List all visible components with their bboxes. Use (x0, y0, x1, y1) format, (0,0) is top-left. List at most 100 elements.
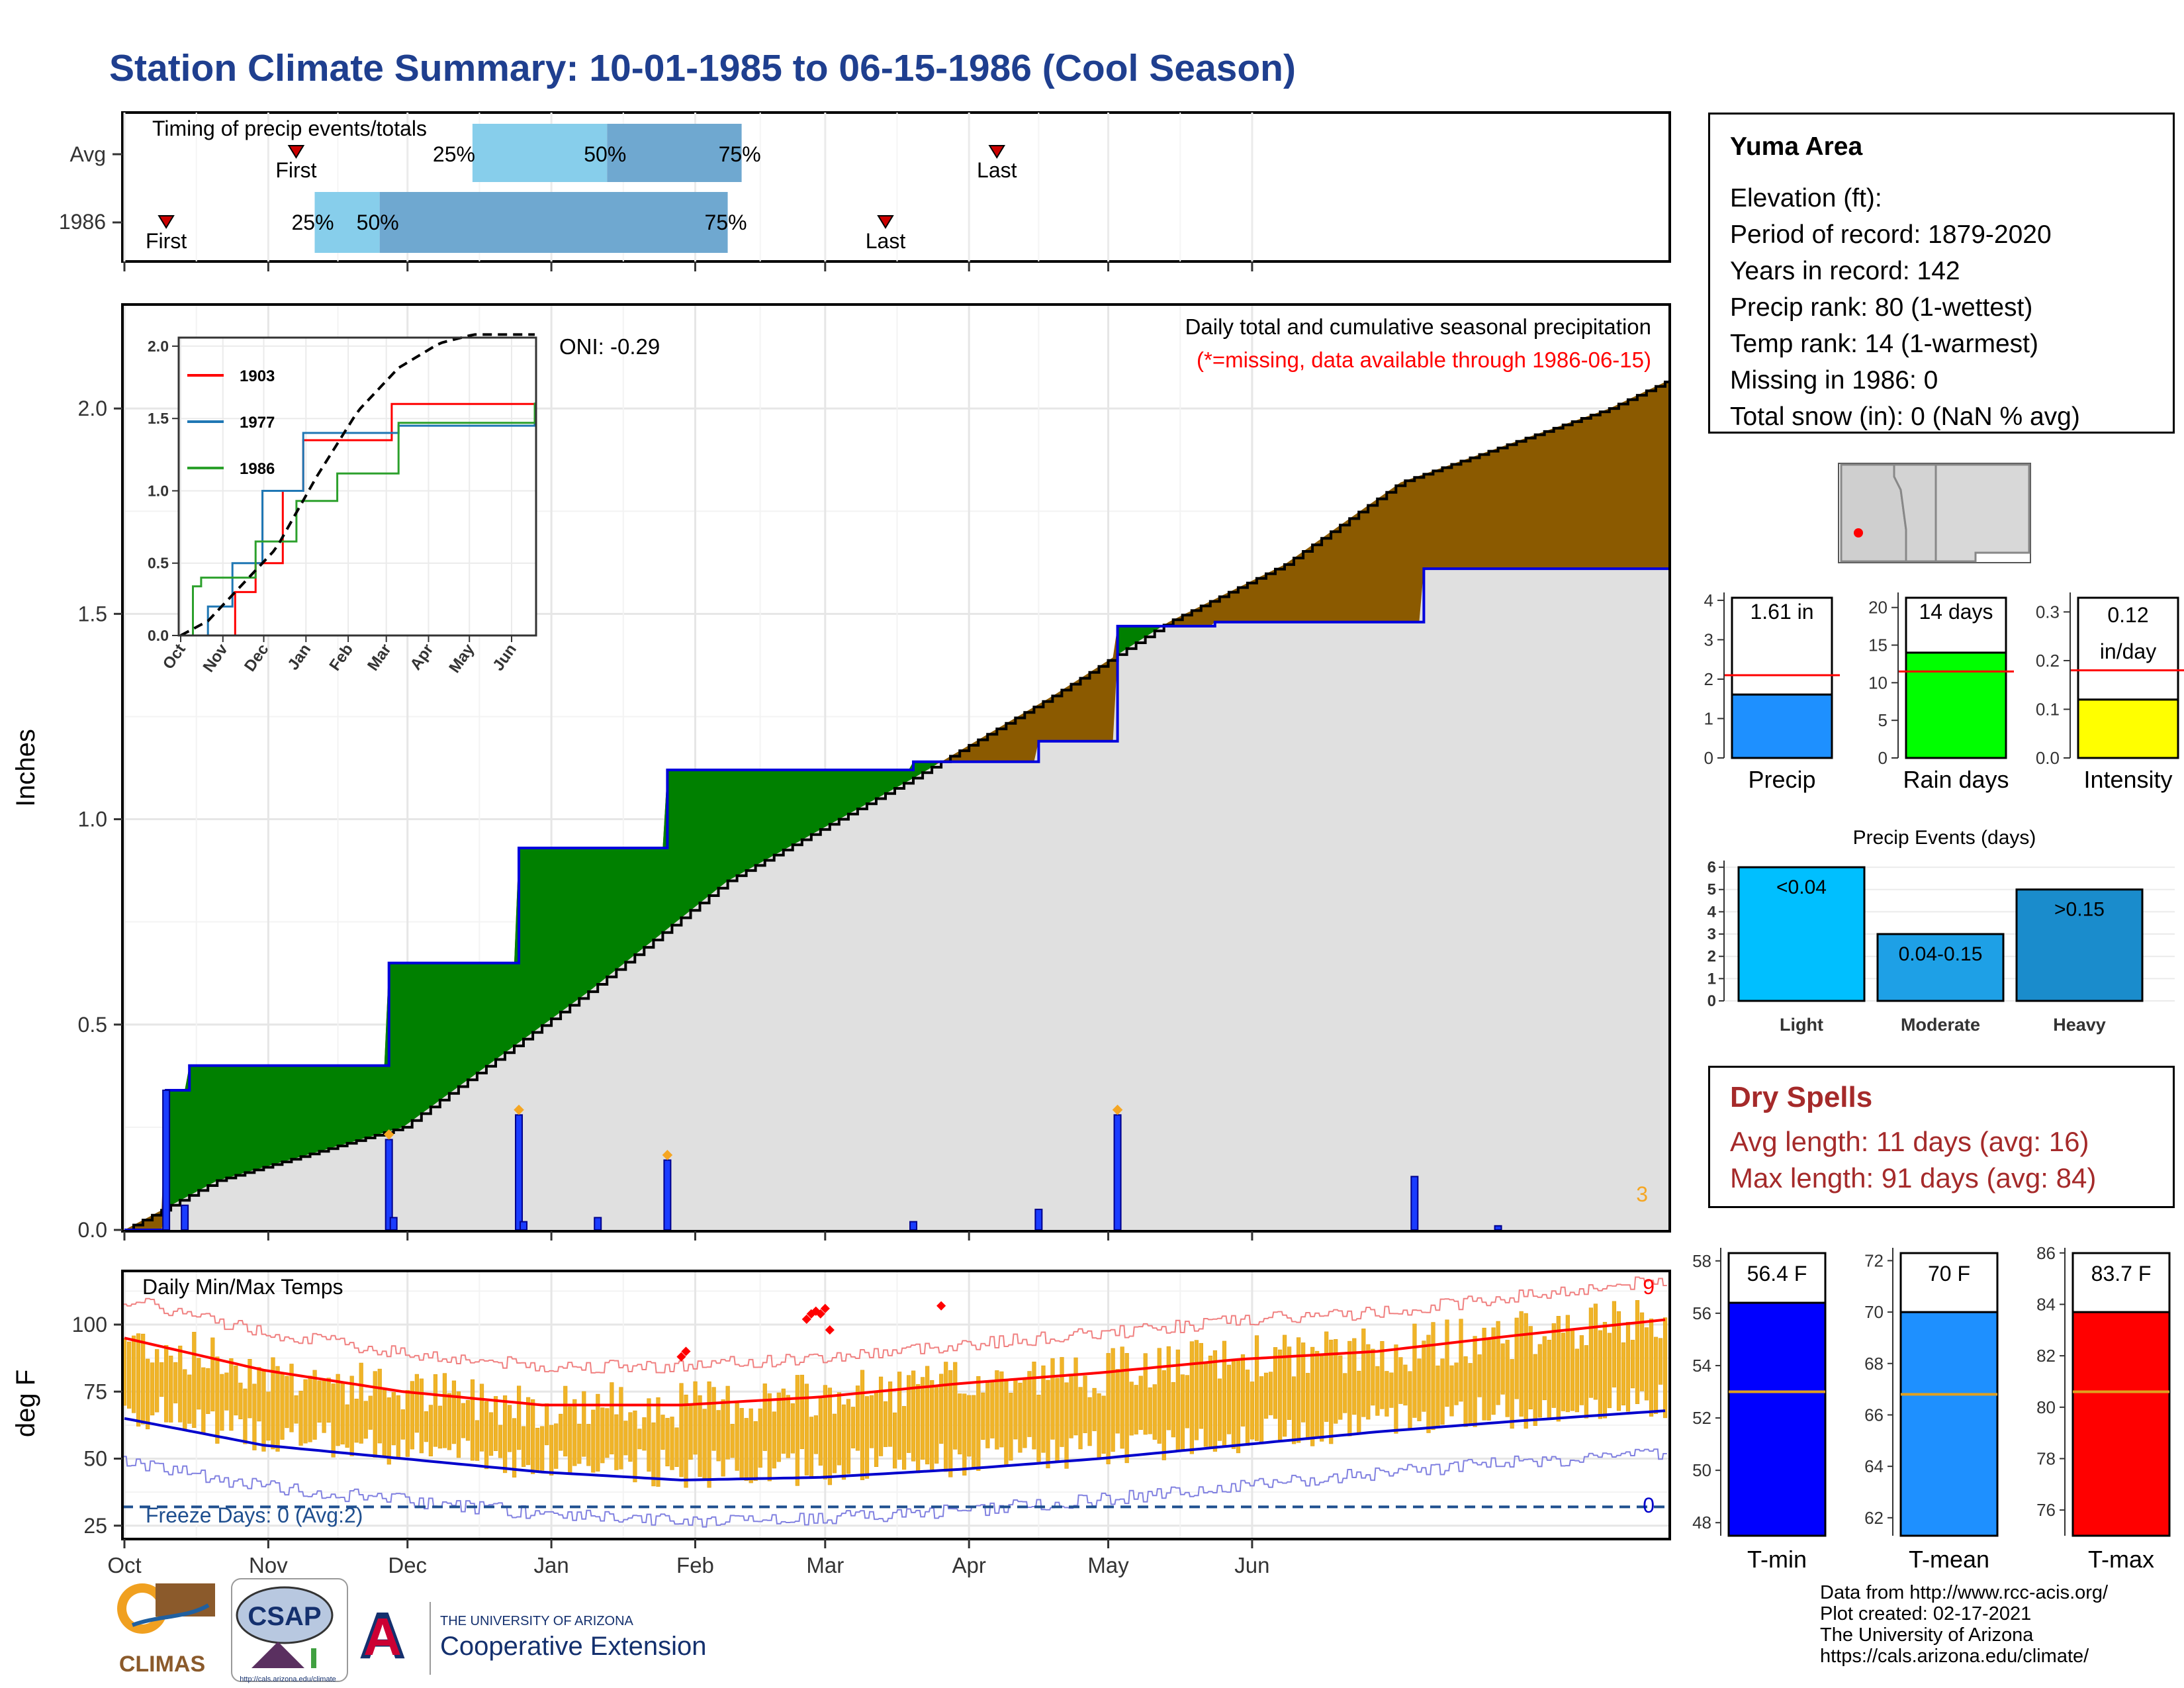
daily-temp-bar (1510, 1359, 1514, 1429)
oni-value: ONI: -0.29 (559, 334, 660, 359)
small-y-tick-label: 0.0 (2036, 748, 2060, 768)
small-y-tick-label: 0.1 (2036, 699, 2060, 719)
daily-temp-bar (804, 1383, 809, 1476)
temp-summary-label: T-max (2088, 1546, 2154, 1573)
timing-panel: Timing of precip events/totals Avg 1986 … (59, 111, 1671, 271)
temp-y-tick-label: 50 (83, 1447, 107, 1471)
daily-temp-bar (1644, 1327, 1649, 1401)
daily-temp-bar (623, 1421, 628, 1456)
daily-temp-bar (275, 1366, 280, 1452)
daily-temp-bar (1092, 1387, 1097, 1431)
daily-temp-bar (1143, 1353, 1148, 1435)
temp-summary-bar (1899, 1311, 1999, 1537)
daily-temp-bar (224, 1372, 229, 1411)
daily-temp-bar (799, 1374, 804, 1450)
daily-temp-bar (1032, 1362, 1036, 1450)
temp-summary-value-box (2071, 1252, 2171, 1313)
daily-temp-bar (809, 1417, 813, 1478)
daily-temp-bar (1134, 1385, 1138, 1434)
daily-temp-bar (150, 1362, 155, 1416)
daily-temp-bar (1473, 1336, 1477, 1427)
daily-temp-bar (220, 1374, 224, 1431)
daily-temp-bar (442, 1373, 447, 1448)
daily-temp-bar (874, 1391, 879, 1467)
daily-temp-bar (1240, 1354, 1246, 1427)
daily-temp-bar (577, 1423, 582, 1464)
small-y-tick-label: 15 (1868, 635, 1888, 655)
events-title: Precip Events (days) (1853, 827, 2036, 849)
daily-temp-bar (400, 1409, 405, 1440)
precip-y-tick-label: 1.0 (78, 808, 107, 831)
daily-temp-bar (921, 1377, 925, 1460)
daily-temp-bar (962, 1393, 967, 1476)
cumulative-1986-line (124, 567, 1670, 1231)
daily-temp-bar (484, 1401, 489, 1470)
daily-temp-bar (781, 1388, 786, 1454)
small-value-label: 1.61 in (1750, 600, 1813, 624)
daily-temp-bar (1129, 1382, 1134, 1436)
record-high-marker (676, 1352, 686, 1362)
daily-precip-bar (909, 1221, 918, 1231)
daily-temp-bar (373, 1371, 377, 1458)
events-y-tick-label: 4 (1707, 903, 1717, 921)
avg-light-bar (472, 124, 608, 182)
avg-p25-label: 25% (433, 142, 475, 166)
small-y-tick-label: 0 (1704, 748, 1713, 768)
daily-temp-bar (470, 1379, 475, 1461)
daily-temp-bar (995, 1370, 999, 1450)
normal-max-line (124, 1318, 1666, 1407)
daily-temp-bar (248, 1359, 252, 1419)
csap-logo: CSAP http://cals.arizona.edu/climate (231, 1578, 348, 1683)
inset-legend-label: 1903 (240, 367, 275, 385)
daily-temp-bar (1602, 1322, 1608, 1419)
daily-temp-bar (887, 1382, 893, 1447)
daily-precip-bar (181, 1204, 189, 1231)
daily-temp-bar (633, 1410, 637, 1483)
daily-temp-bar (1500, 1343, 1505, 1395)
timing-row-year: 1986 (59, 210, 106, 234)
daily-temp-bar (479, 1383, 484, 1452)
daily-temp-bar (326, 1378, 331, 1423)
daily-temp-bar (1194, 1340, 1199, 1440)
daily-temp-bar (526, 1397, 531, 1466)
precip-y-tick-label: 0.0 (78, 1218, 107, 1242)
climo-area (124, 569, 1670, 1230)
daily-temp-bar (1277, 1349, 1283, 1441)
daily-precip-bar (1113, 1114, 1122, 1231)
csap-text: CSAP (248, 1602, 321, 1631)
daily-temp-bar (1524, 1313, 1528, 1429)
daily-temp-bar (234, 1366, 238, 1416)
small-value-box (1731, 596, 1833, 696)
info-period: Period of record: 1879-2020 (1730, 220, 2052, 249)
record-low-count: 0 (1643, 1493, 1655, 1517)
daily-temp-bar (493, 1396, 498, 1451)
daily-temp-bar (522, 1426, 526, 1467)
daily-temp-bar (1537, 1344, 1542, 1418)
temp-y-tick-label: 25 (83, 1514, 107, 1538)
daily-temp-bar (1505, 1340, 1510, 1417)
daily-temp-bar (1347, 1340, 1352, 1436)
temp-y-label: deg F (11, 1370, 40, 1437)
daily-temp-bar (911, 1370, 916, 1462)
dry-spells-max: Max length: 91 days (avg: 84) (1730, 1162, 2097, 1194)
events-x-label: Heavy (2053, 1015, 2106, 1035)
daily-temp-bar (257, 1367, 261, 1422)
daily-temp-bar (1231, 1359, 1236, 1449)
daily-temp-bar (1357, 1370, 1361, 1434)
events-y-tick-label: 6 (1707, 859, 1716, 876)
daily-temp-bar (437, 1405, 443, 1449)
daily-temp-bar (456, 1391, 461, 1458)
daily-temp-bar (591, 1409, 596, 1473)
small-y-tick-label: 4 (1704, 590, 1713, 610)
daily-temp-bar (1166, 1346, 1171, 1430)
daily-temp-bar (488, 1412, 494, 1456)
ua-logo: A A THE UNIVERSITY OF ARIZONA Cooperativ… (359, 1599, 706, 1675)
daily-temp-bar (1315, 1350, 1320, 1439)
daily-temp-bar (405, 1389, 410, 1457)
daily-temp-bar (1639, 1312, 1645, 1391)
temp-summary-value: 83.7 F (2091, 1262, 2152, 1286)
daily-temp-bar (1403, 1364, 1408, 1406)
events-y-tick-label: 2 (1707, 948, 1716, 966)
daily-temp-bar (238, 1382, 243, 1419)
